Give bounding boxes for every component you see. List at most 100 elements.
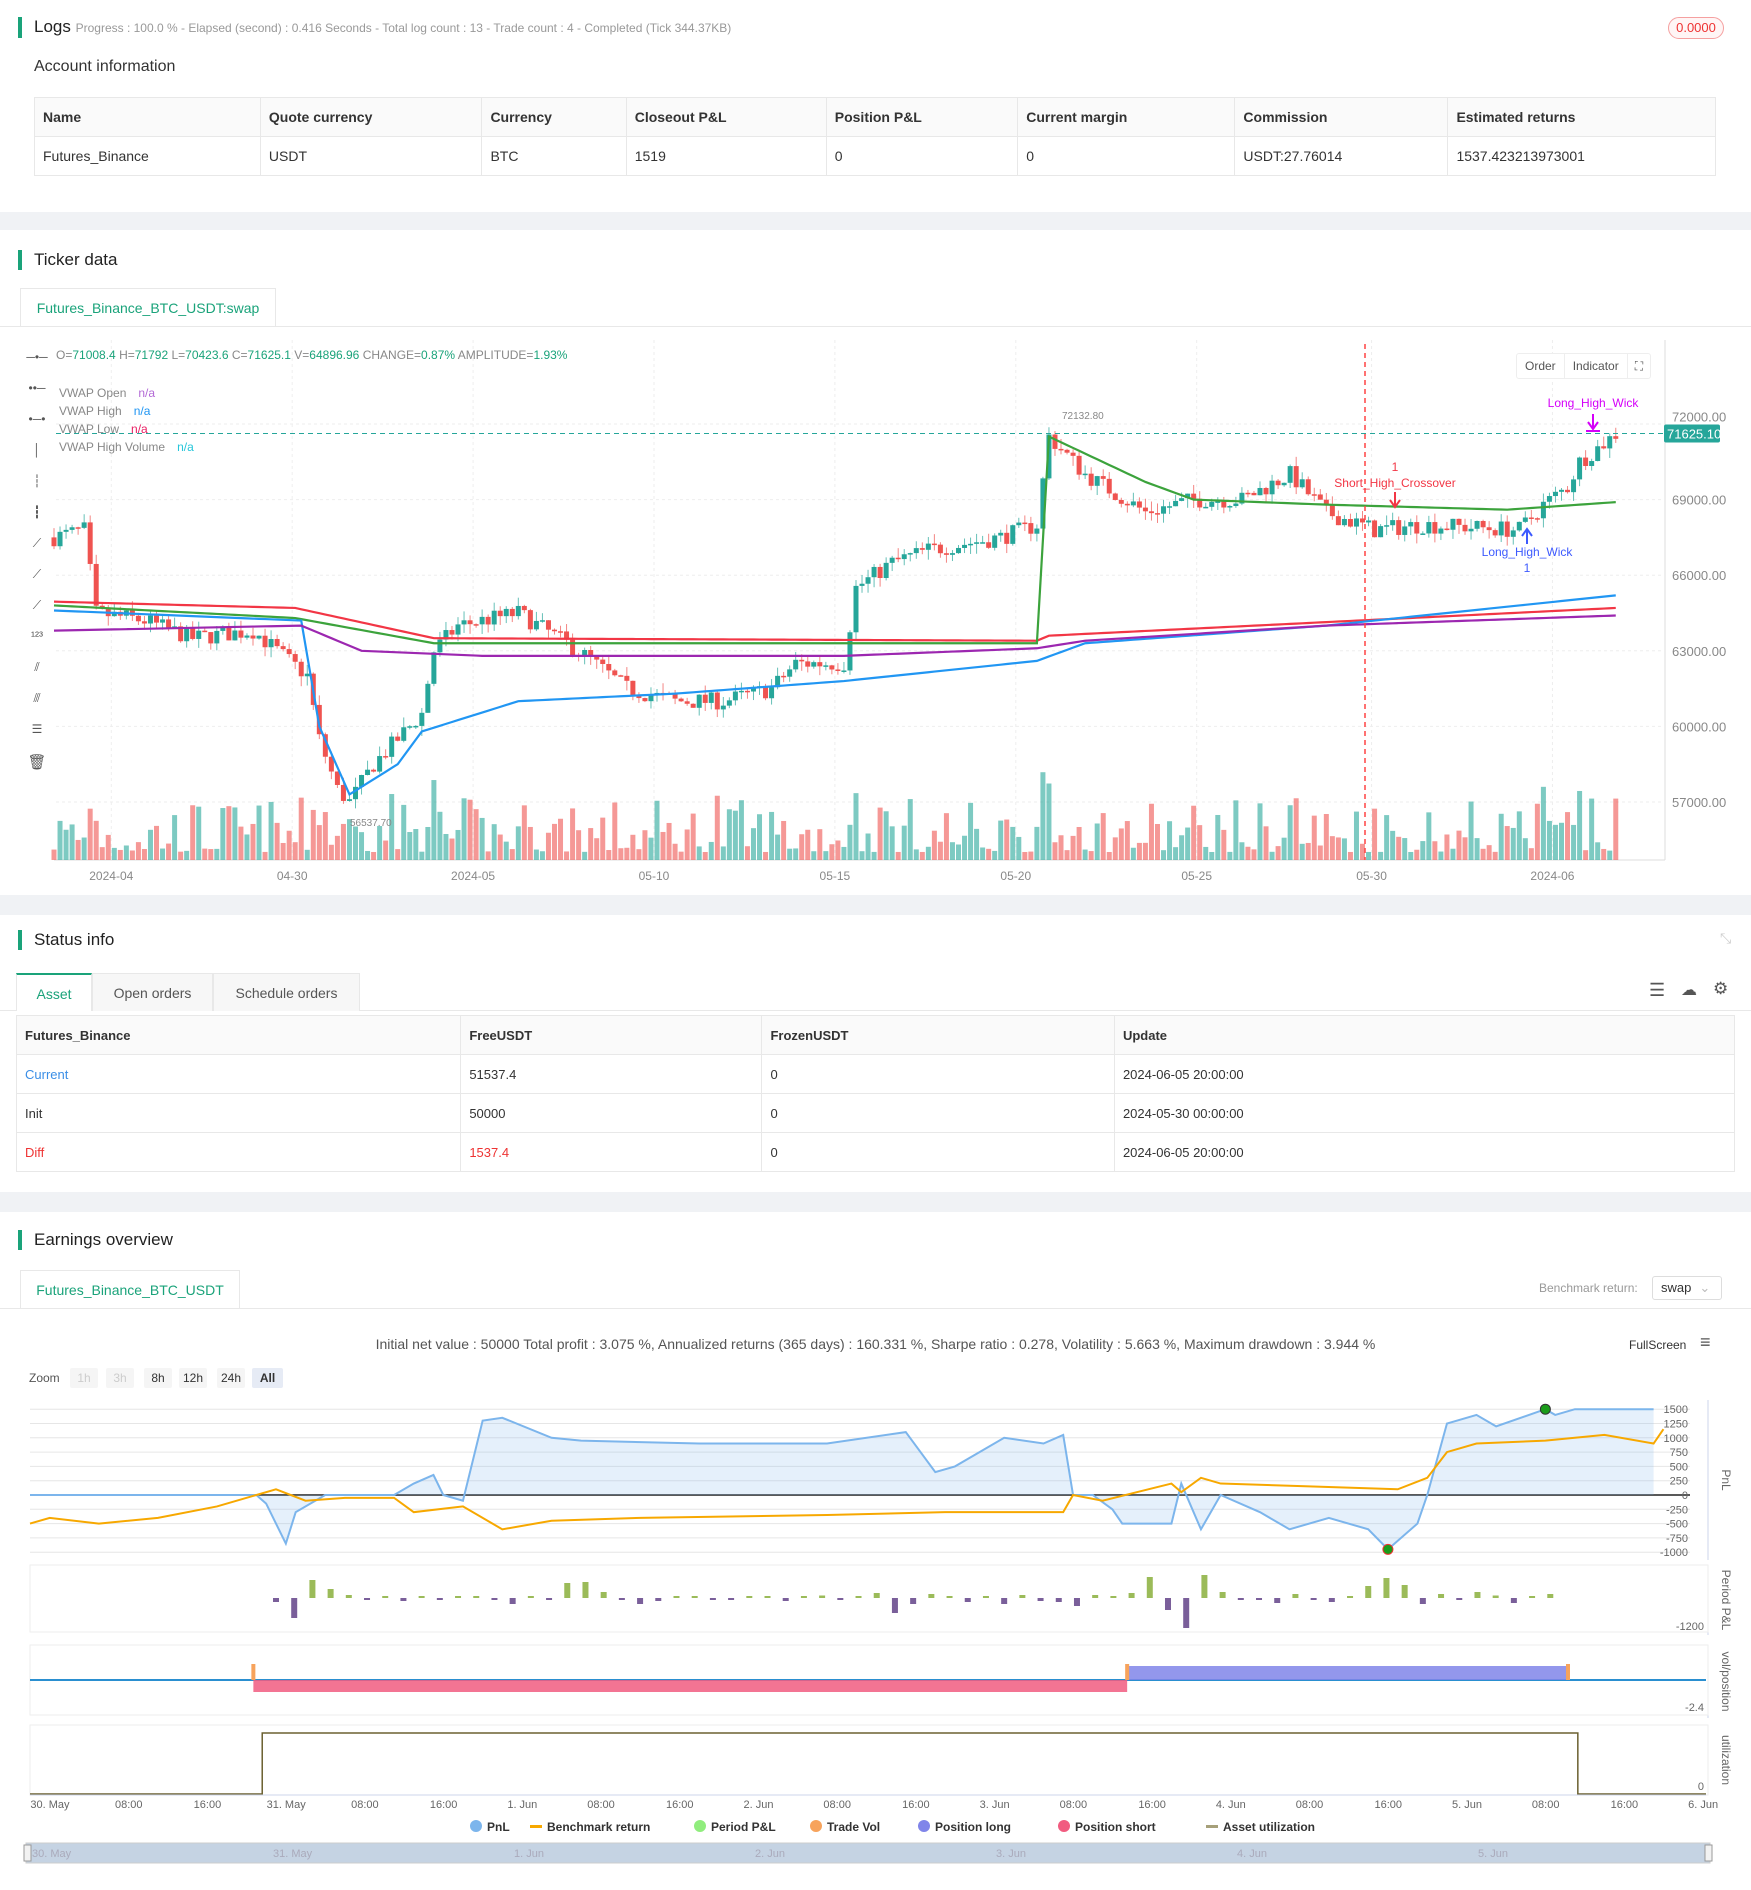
column-header: Futures_Binance xyxy=(15,1015,462,1055)
candle-body xyxy=(1245,492,1251,495)
x-tick-label: 05-30 xyxy=(1356,869,1387,880)
column-header: Current margin xyxy=(1017,97,1236,137)
tab-ticker-symbol[interactable]: Futures_Binance_BTC_USDT:swap xyxy=(20,288,276,326)
candle-body xyxy=(678,698,684,702)
period-pnl-bar xyxy=(837,1598,844,1600)
candle-body xyxy=(1305,479,1311,495)
volume-bar xyxy=(636,849,642,860)
zoom-8h-button[interactable]: 8h xyxy=(144,1368,172,1388)
vertical-segment-icon[interactable]: ┇ xyxy=(33,505,41,519)
vertical-line-icon[interactable]: │ xyxy=(33,443,41,457)
segment-line-icon[interactable]: ⟋ xyxy=(32,598,42,612)
zoom-All-button[interactable]: All xyxy=(252,1368,283,1388)
horizontal-line-icon[interactable]: ─•─ xyxy=(26,350,48,364)
zoom-12h-button[interactable]: 12h xyxy=(179,1368,207,1388)
volume-bar xyxy=(1215,814,1221,860)
x-tick-label: 5. Jun xyxy=(1452,1799,1482,1811)
candle-body xyxy=(1450,518,1456,530)
multi-channel-icon[interactable]: ⫻ xyxy=(33,691,41,705)
account-table: Name Quote currency Currency Closeout P&L Po… xyxy=(34,97,1716,176)
volume-bar xyxy=(1559,822,1564,860)
volume-bar xyxy=(799,834,805,860)
volume-bar xyxy=(1203,846,1209,860)
period-pnl-bar xyxy=(764,1596,771,1598)
tab-earnings-symbol[interactable]: Futures_Binance_BTC_USDT xyxy=(20,1270,240,1308)
volume-bar xyxy=(943,813,949,860)
indicator-button[interactable]: Indicator xyxy=(1565,354,1628,378)
period-pnl-bar xyxy=(1055,1598,1062,1602)
horizontal-ray-icon[interactable]: ••─ xyxy=(28,381,46,395)
volume-bar xyxy=(250,823,256,860)
volume-bar xyxy=(389,794,395,860)
fullscreen-icon[interactable]: ⛶ xyxy=(1634,359,1644,373)
benchmark-select[interactable]: swap ⌄ xyxy=(1652,1276,1722,1300)
candle-body xyxy=(1607,436,1613,449)
navigator-handle-right[interactable] xyxy=(1704,1844,1713,1862)
zoom-1h-button[interactable]: 1h xyxy=(70,1368,98,1388)
legend-value: n/a xyxy=(131,422,148,436)
volume-bar xyxy=(461,798,467,860)
earnings-chart[interactable]: 1500 1250 1000 750 500 250 0 -250 -500 -750 -1000 P… xyxy=(0,1390,1751,1890)
menu-icon[interactable]: ≡ xyxy=(1700,1332,1711,1352)
candle-body xyxy=(1022,522,1028,525)
list-icon[interactable]: ☰ xyxy=(1649,980,1666,1000)
vertical-ray-icon[interactable]: ┆ xyxy=(33,474,41,488)
fib-lines-icon[interactable]: ☰ xyxy=(31,722,43,736)
table-cell[interactable]: Current xyxy=(15,1054,462,1094)
candle-body xyxy=(346,799,352,801)
zoom-24h-button[interactable]: 24h xyxy=(217,1368,245,1388)
x-tick-label: 04-30 xyxy=(277,869,308,880)
legend-item[interactable]: Position long xyxy=(935,1820,1011,1834)
gear-icon[interactable]: ⚙ xyxy=(1713,979,1729,998)
period-pnl-bar xyxy=(1474,1592,1481,1598)
volume-bar xyxy=(81,837,87,860)
ray-line-icon[interactable]: ⟋ xyxy=(32,567,42,581)
candle-body xyxy=(455,624,461,635)
tab-open-orders[interactable]: Open orders xyxy=(92,973,213,1011)
cloud-download-icon[interactable]: ☁ xyxy=(1681,982,1697,999)
period-pnl-bar xyxy=(1365,1586,1372,1598)
legend-dot-icon xyxy=(1058,1820,1070,1832)
legend-item[interactable]: Benchmark return xyxy=(547,1820,650,1834)
legend-item[interactable]: Trade Vol xyxy=(827,1820,880,1834)
price-chart[interactable]: 72000.00 69000.00 66000.00 63000.00 60000.00… xyxy=(0,340,1751,880)
candle-body xyxy=(1353,518,1359,527)
candle-body xyxy=(1052,434,1058,449)
period-pnl-bar xyxy=(273,1598,279,1602)
price-label-icon[interactable]: ¹²³ xyxy=(31,629,43,643)
parallel-channel-icon[interactable]: ⫽ xyxy=(34,660,40,674)
candle-body xyxy=(1227,506,1233,508)
y-tick-label: 1250 xyxy=(1664,1419,1688,1431)
horizontal-segment-icon[interactable]: •─• xyxy=(28,412,46,426)
candle-body xyxy=(1534,518,1540,520)
candle-body xyxy=(1040,478,1046,529)
volume-bar xyxy=(1601,848,1607,860)
zoom-3h-button[interactable]: 3h xyxy=(106,1368,134,1388)
legend-item[interactable]: PnL xyxy=(487,1820,510,1834)
trash-icon[interactable]: 🗑 xyxy=(27,754,47,771)
order-button[interactable]: Order xyxy=(1517,354,1565,378)
candle-body xyxy=(1124,503,1130,506)
fullscreen-button[interactable]: FullScreen xyxy=(1629,1338,1687,1352)
legend-item[interactable]: Period P&L xyxy=(711,1820,776,1834)
collapse-icon[interactable]: ⤡ xyxy=(1720,930,1732,946)
volume-bar xyxy=(1124,821,1130,860)
tab-schedule-orders[interactable]: Schedule orders xyxy=(213,973,360,1011)
legend-label: VWAP Open xyxy=(59,386,127,400)
volume-bar xyxy=(775,834,781,860)
candle-body xyxy=(503,608,509,617)
volume-bar xyxy=(618,848,624,860)
legend-item[interactable]: Asset utilization xyxy=(1223,1820,1315,1834)
navigator-handle-left[interactable] xyxy=(23,1844,32,1862)
volume-bar xyxy=(1468,801,1474,860)
volume-bar xyxy=(365,850,371,860)
legend-dot-icon xyxy=(918,1820,930,1832)
period-pnl-bar xyxy=(1073,1598,1080,1606)
legend-item[interactable]: Position short xyxy=(1075,1820,1156,1834)
volume-bar xyxy=(208,849,214,860)
trend-line-icon[interactable]: ⟋ xyxy=(32,536,42,550)
volume-bar xyxy=(280,842,286,860)
volume-bar xyxy=(817,829,823,860)
volume-bar xyxy=(1426,812,1432,860)
tab-asset[interactable]: Asset xyxy=(16,973,92,1011)
